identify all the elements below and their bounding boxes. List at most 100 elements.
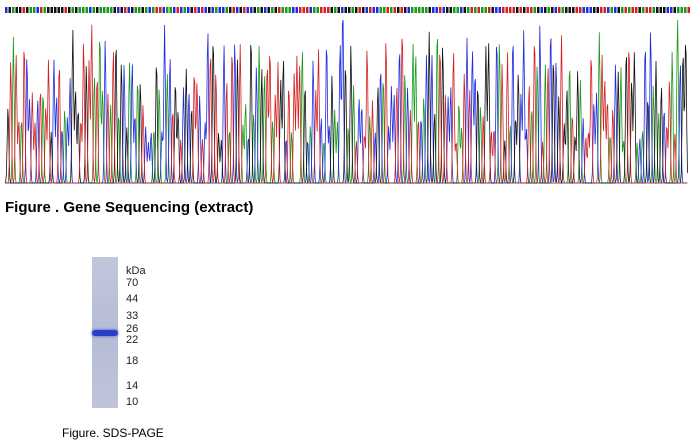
base-call [309,7,312,13]
base-call [204,7,207,13]
base-call [295,7,298,13]
base-call [239,7,242,13]
base-call [8,7,11,13]
base-call [649,7,652,13]
base-call [495,7,498,13]
base-call [281,7,284,13]
base-call [152,7,155,13]
base-call [355,7,358,13]
figure-caption: Figure . Gene Sequencing (extract) [5,199,254,216]
base-call [166,7,169,13]
base-call [572,7,575,13]
base-call [19,7,22,13]
base-call [253,7,256,13]
base-call [250,7,253,13]
base-call [568,7,571,13]
base-call [603,7,606,13]
base-call [526,7,529,13]
base-call [78,7,81,13]
base-call [600,7,603,13]
base-call [628,7,631,13]
marker-label: 26 [126,323,139,335]
base-call [456,7,459,13]
marker-label: 22 [126,334,139,346]
base-call [607,7,610,13]
base-call [404,7,407,13]
base-call [610,7,613,13]
base-call [470,7,473,13]
base-call [197,7,200,13]
base-call [523,7,526,13]
base-call [516,7,519,13]
base-call [43,7,46,13]
base-call [288,7,291,13]
gel-lane [92,257,118,408]
base-call [400,7,403,13]
base-call [176,7,179,13]
base-call [460,7,463,13]
base-call [554,7,557,13]
marker-label: 70 [126,277,139,289]
base-call [47,7,50,13]
base-call [278,7,281,13]
base-call [635,7,638,13]
base-call [22,7,25,13]
base-call [183,7,186,13]
base-call [589,7,592,13]
base-call [379,7,382,13]
base-call [15,7,18,13]
base-call [40,7,43,13]
base-call [313,7,316,13]
base-call [348,7,351,13]
base-call [421,7,424,13]
base-call [162,7,165,13]
base-call [551,7,554,13]
base-call [285,7,288,13]
base-call [397,7,400,13]
base-call [677,7,680,13]
base-call [232,7,235,13]
marker-label: 14 [126,380,139,392]
trace [5,24,688,184]
base-call [418,7,421,13]
base-call [365,7,368,13]
base-call [369,7,372,13]
chromatogram [4,7,690,185]
base-call [537,7,540,13]
base-call [663,7,666,13]
base-call [586,7,589,13]
base-call [376,7,379,13]
base-call [344,7,347,13]
base-call [544,7,547,13]
base-call [222,7,225,13]
base-call [390,7,393,13]
base-call [292,7,295,13]
base-call [82,7,85,13]
base-call [519,7,522,13]
base-call [29,7,32,13]
base-call [215,7,218,13]
base-call [474,7,477,13]
base-call [502,7,505,13]
base-call [463,7,466,13]
marker-label: 33 [126,310,139,322]
base-call [243,7,246,13]
base-call [89,7,92,13]
base-call [180,7,183,13]
base-call [393,7,396,13]
figure-caption: Figure. SDS-PAGE [62,426,164,440]
base-call [432,7,435,13]
base-call [425,7,428,13]
base-call [145,7,148,13]
base-call [299,7,302,13]
base-call [334,7,337,13]
base-call [631,7,634,13]
base-call [131,7,134,13]
base-call [124,7,127,13]
base-call [540,7,543,13]
marker-label: 18 [126,355,139,367]
base-call [645,7,648,13]
base-call [533,7,536,13]
base-call [593,7,596,13]
